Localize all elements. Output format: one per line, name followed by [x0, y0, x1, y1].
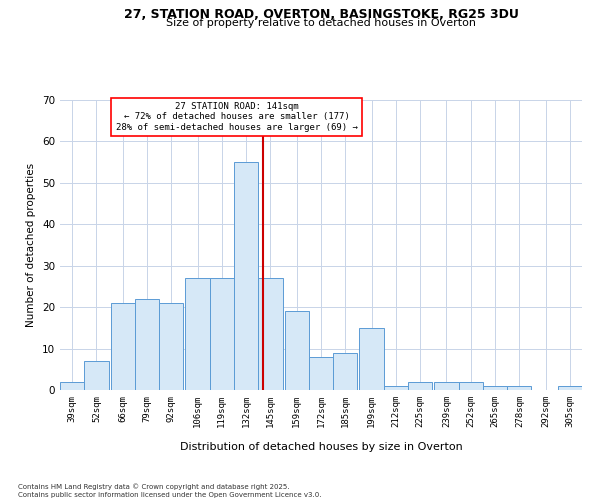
Text: Size of property relative to detached houses in Overton: Size of property relative to detached ho… — [166, 18, 476, 28]
Bar — [383, 386, 408, 390]
Bar — [557, 386, 582, 390]
Bar — [135, 299, 159, 390]
Bar — [185, 278, 209, 390]
Bar — [284, 312, 309, 390]
Bar — [434, 382, 458, 390]
Bar — [234, 162, 259, 390]
Bar — [507, 386, 532, 390]
Bar — [458, 382, 483, 390]
Bar — [309, 357, 333, 390]
Bar — [110, 303, 135, 390]
Bar — [159, 303, 184, 390]
Text: Contains HM Land Registry data © Crown copyright and database right 2025.
Contai: Contains HM Land Registry data © Crown c… — [18, 484, 322, 498]
Bar — [60, 382, 85, 390]
Bar — [259, 278, 283, 390]
Text: Distribution of detached houses by size in Overton: Distribution of detached houses by size … — [179, 442, 463, 452]
Bar — [85, 361, 109, 390]
Y-axis label: Number of detached properties: Number of detached properties — [26, 163, 37, 327]
Text: 27, STATION ROAD, OVERTON, BASINGSTOKE, RG25 3DU: 27, STATION ROAD, OVERTON, BASINGSTOKE, … — [124, 8, 518, 20]
Bar — [483, 386, 507, 390]
Bar — [408, 382, 433, 390]
Bar — [333, 352, 358, 390]
Bar — [359, 328, 383, 390]
Text: 27 STATION ROAD: 141sqm
← 72% of detached houses are smaller (177)
28% of semi-d: 27 STATION ROAD: 141sqm ← 72% of detache… — [116, 102, 358, 132]
Bar — [209, 278, 234, 390]
